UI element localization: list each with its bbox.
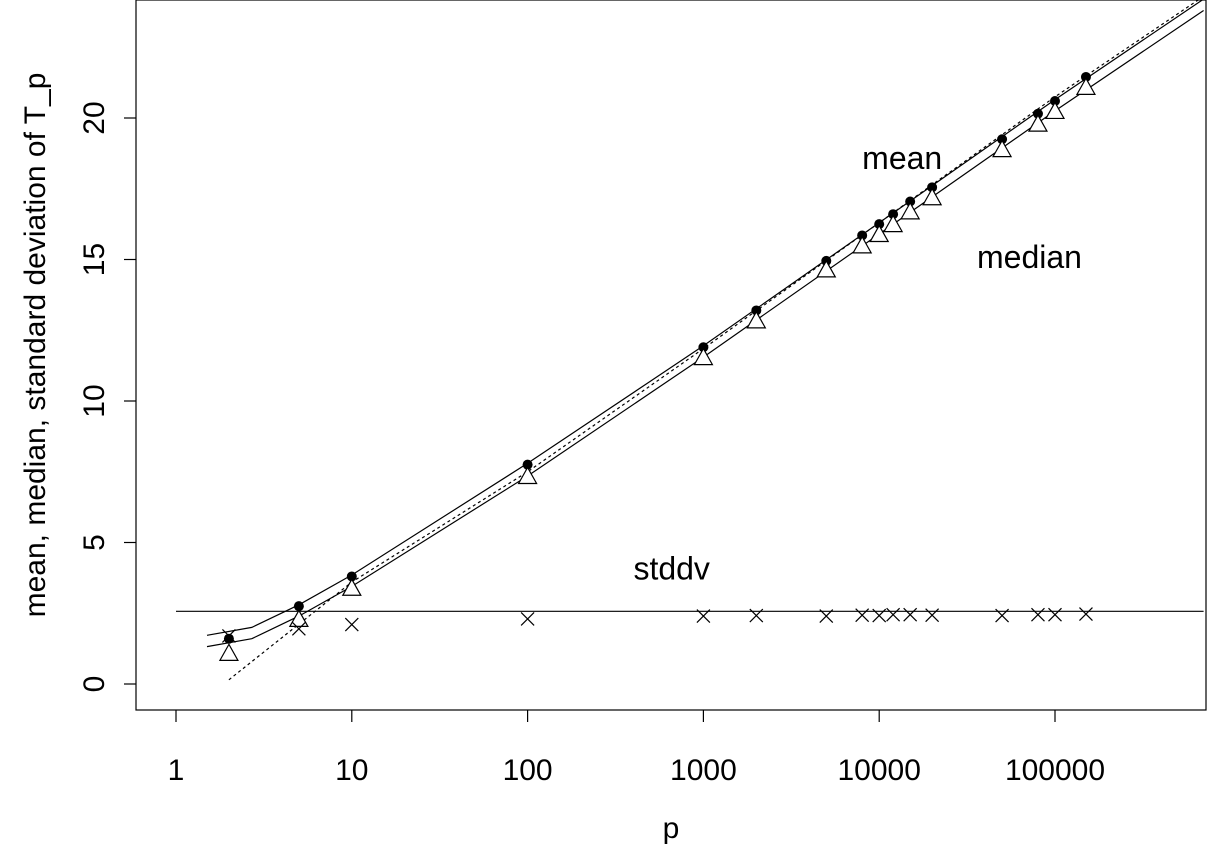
- mean-point: [522, 459, 533, 470]
- x-tick-label: 100000: [1005, 754, 1105, 787]
- mean-point: [888, 209, 899, 220]
- median-point: [852, 235, 873, 254]
- median-point: [816, 259, 837, 278]
- median-point: [922, 187, 943, 206]
- annotation-stddv: stddv: [633, 550, 709, 586]
- median-point: [517, 466, 538, 485]
- stddev-point: [995, 608, 1010, 623]
- x-tick-label: 1000: [670, 754, 737, 787]
- mean-point: [1032, 108, 1043, 119]
- median-point: [869, 224, 890, 243]
- median-point: [341, 578, 362, 596]
- y-tick-label: 5: [78, 534, 111, 551]
- y-axis-label: mean, median, standard deviation of T_p: [19, 73, 52, 618]
- stddev-point: [696, 609, 711, 624]
- mean-point: [751, 305, 762, 316]
- axes: 1 10 100 1000 10000 100000 0 5 10 15 20: [78, 0, 1207, 787]
- mean-point: [905, 196, 916, 207]
- median-point: [218, 643, 239, 661]
- mean-point: [1080, 71, 1091, 82]
- mean-point: [223, 633, 234, 644]
- annotations: mean median stddv: [633, 140, 1082, 586]
- stddev-point: [344, 617, 359, 632]
- x-tick-label: 10: [335, 754, 368, 787]
- annotation-mean: mean: [862, 140, 942, 176]
- stddev-point: [1048, 607, 1062, 622]
- median-point: [900, 201, 921, 220]
- y-tick-label: 0: [78, 676, 111, 693]
- data-points: [218, 71, 1096, 661]
- stddev-point: [749, 608, 764, 623]
- mean-point: [997, 134, 1008, 145]
- x-tick-label: 100: [503, 754, 553, 787]
- stddev-point: [872, 608, 887, 623]
- mean-point: [698, 342, 709, 353]
- stddev-point: [1031, 607, 1045, 622]
- annotation-median: median: [977, 239, 1082, 275]
- y-tick-label: 15: [78, 243, 111, 276]
- stddev-point: [221, 628, 236, 643]
- x-tick-label: 1: [168, 754, 185, 787]
- median-point: [992, 139, 1013, 158]
- median-point: [1075, 77, 1096, 95]
- plot-frame: [135, 0, 1207, 711]
- median-point: [1044, 101, 1066, 120]
- stddev-point: [291, 621, 306, 636]
- stddev-point: [925, 608, 940, 623]
- mean-point: [346, 571, 357, 582]
- mean-point: [293, 601, 304, 612]
- median-point: [288, 609, 309, 628]
- mean-point: [874, 219, 885, 230]
- median-point: [746, 310, 767, 329]
- x-axis-label: p: [663, 812, 680, 845]
- y-tick-label: 10: [78, 384, 111, 417]
- x-tick-label: 10000: [837, 754, 920, 787]
- mean-point: [927, 182, 938, 193]
- median-point: [883, 214, 904, 233]
- mean-point: [857, 230, 868, 241]
- stddev-point: [855, 608, 870, 623]
- median-point: [693, 347, 714, 366]
- stddev-point: [1079, 607, 1093, 622]
- stddev-point: [819, 609, 834, 624]
- stddev-point: [903, 607, 918, 622]
- stddev-point: [886, 607, 901, 622]
- stddev-point: [520, 611, 535, 626]
- y-tick-label: 20: [78, 101, 111, 134]
- median-point: [1027, 113, 1048, 132]
- mean-point: [1050, 96, 1060, 107]
